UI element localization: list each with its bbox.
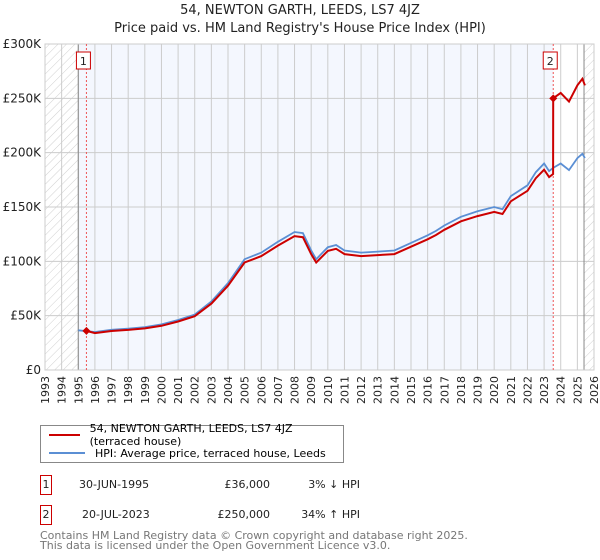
x-tick-label: 2013 xyxy=(372,376,385,404)
x-tick-label: 2019 xyxy=(472,376,485,404)
x-tick-label: 1993 xyxy=(39,376,52,404)
x-tick-label: 1995 xyxy=(72,376,85,404)
x-tick-label: 2015 xyxy=(405,376,418,404)
price-chart: 1993 1994 1995 1996 1997 1998 1999 2000 2001 2002… xyxy=(3,37,600,404)
footer-copyright: Contains HM Land Registry data © Crown c… xyxy=(40,529,468,542)
x-tick-label: 1999 xyxy=(139,376,152,404)
legend-swatch-blue xyxy=(49,452,85,454)
x-tick-label: 2010 xyxy=(322,376,335,404)
x-tick-label: 2025 xyxy=(571,376,584,404)
x-tick-label: 2000 xyxy=(155,376,168,404)
x-tick-label: 2016 xyxy=(422,376,435,404)
transaction-row: 1 30-JUN-1995 £36,000 3% ↓ HPI xyxy=(40,475,360,495)
x-tick-label: 2017 xyxy=(438,376,451,404)
x-tick-label: 2024 xyxy=(555,376,568,404)
x-tick-label: 2003 xyxy=(205,376,218,404)
x-tick-label: 2002 xyxy=(189,376,202,404)
x-tick-label: 2014 xyxy=(388,376,401,404)
x-tick-label: 2022 xyxy=(521,376,534,404)
x-tick-label: 2007 xyxy=(272,376,285,404)
x-tick-label: 2026 xyxy=(588,376,600,404)
x-tick-label: 1994 xyxy=(56,376,69,404)
sale-label: 1 xyxy=(80,55,87,68)
sale-label-box xyxy=(542,51,558,70)
x-tick-label: 2006 xyxy=(255,376,268,404)
x-tick-label: 2021 xyxy=(505,376,518,404)
footer-licence: This data is licensed under the Open Gov… xyxy=(40,539,391,552)
transaction-date: 30-JUN-1995 xyxy=(79,478,150,491)
y-tick-label: £100K xyxy=(3,254,43,268)
y-tick-label: £150K xyxy=(3,200,43,214)
transaction-hpi: 34% ↑ HPI xyxy=(301,508,360,521)
y-tick-label: £250K xyxy=(3,91,43,105)
x-tick-label: 2005 xyxy=(239,376,252,404)
x-tick-label: 2011 xyxy=(338,376,351,404)
x-tick-label: 2001 xyxy=(172,376,185,404)
property-price-line xyxy=(86,76,586,335)
legend-label: 54, NEWTON GARTH, LEEDS, LS7 4JZ (terrac… xyxy=(89,422,293,448)
x-tick-label: 2008 xyxy=(289,376,302,404)
x-tick-label: 2023 xyxy=(538,376,551,404)
legend-swatch-red xyxy=(49,434,80,436)
x-tick-label: 2020 xyxy=(488,376,501,404)
sale-label-box xyxy=(75,51,91,70)
transaction-marker: 1 xyxy=(40,475,52,495)
x-tick-label: 1996 xyxy=(89,376,102,404)
transaction-price: £36,000 xyxy=(224,478,271,491)
hpi-line xyxy=(78,152,586,333)
x-tick-label: 1998 xyxy=(122,376,135,404)
x-tick-label: 2018 xyxy=(455,376,468,404)
legend-label: HPI: Average price, terraced house, Leed… xyxy=(95,446,326,460)
y-tick-label: £0 xyxy=(26,363,41,377)
legend-item-hpi: HPI: Average price, terraced house, Leed… xyxy=(49,445,326,461)
sale-label: 2 xyxy=(547,55,554,68)
y-tick-label: £300K xyxy=(3,37,43,51)
sale-point-marker xyxy=(549,94,558,103)
x-tick-label: 2012 xyxy=(355,376,368,404)
transaction-marker: 2 xyxy=(40,505,52,525)
x-tick-label: 1997 xyxy=(106,376,119,404)
sale-point-marker xyxy=(82,326,91,335)
transaction-date: 20-JUL-2023 xyxy=(82,508,150,521)
transaction-row: 2 20-JUL-2023 £250,000 34% ↑ HPI xyxy=(40,505,360,525)
transaction-price: £250,000 xyxy=(217,508,271,521)
y-tick-label: £50K xyxy=(10,309,42,323)
transaction-hpi: 3% ↓ HPI xyxy=(308,478,360,491)
plot-frame xyxy=(44,43,595,371)
x-tick-label: 2009 xyxy=(305,376,318,404)
legend-item-property: 54, NEWTON GARTH, LEEDS, LS7 4JZ (terrac… xyxy=(49,422,343,448)
y-tick-label: £200K xyxy=(3,146,43,160)
x-tick-label: 2004 xyxy=(222,376,235,404)
legend: 54, NEWTON GARTH, LEEDS, LS7 4JZ (terrac… xyxy=(40,422,344,463)
chart-subtitle: Price paid vs. HM Land Registry's House … xyxy=(114,21,486,36)
chart-title: 54, NEWTON GARTH, LEEDS, LS7 4JZ xyxy=(180,3,420,18)
